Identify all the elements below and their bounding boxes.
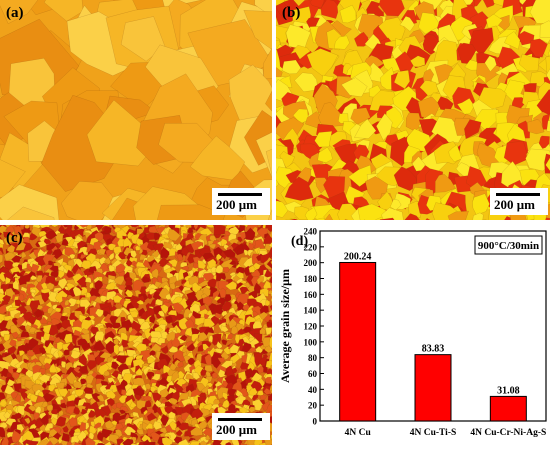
bars: 200.24 4N Cu 83.83 4N Cu-Ti-S 31.08 4N Cu-Cr-… <box>340 251 547 438</box>
y-tick-label: 240 <box>304 227 318 237</box>
y-tick-label: 160 <box>304 290 318 300</box>
y-tick-label: 80 <box>308 353 318 363</box>
y-axis-label: Average grain size/μm <box>278 269 292 383</box>
scale-bar-b: 200 μm <box>490 188 548 215</box>
scale-bar-a: 200 μm <box>212 188 270 215</box>
micrograph-c-image <box>0 225 272 445</box>
y-tick-label: 0 <box>313 417 318 427</box>
y-tick-label: 180 <box>304 274 318 284</box>
micrograph-b-image <box>276 0 550 220</box>
y-tick-label: 20 <box>308 401 318 411</box>
scale-bar-label-b: 200 μm <box>494 197 535 213</box>
micrograph-a-image <box>0 0 272 220</box>
y-tick-label: 60 <box>308 369 318 379</box>
x-category-label: 4N Cu-Ti-S <box>410 428 457 438</box>
bar-value-label: 200.24 <box>344 251 372 262</box>
bar-value-label: 83.83 <box>422 344 445 355</box>
y-tick-label: 40 <box>308 385 318 395</box>
micrograph-a: (a) 200 μm <box>0 0 272 220</box>
y-tick-label: 100 <box>304 337 318 347</box>
x-category-label: 4N Cu-Cr-Ni-Ag-S <box>470 428 546 438</box>
panel-label-a: (a) <box>6 6 24 21</box>
x-category-label: 4N Cu <box>345 428 372 438</box>
chart-annotation: 900°C/30min <box>478 240 539 252</box>
grain-size-chart-svg: (d) 900°C/30min Average grain size/μm 02… <box>275 223 550 445</box>
y-tick-label: 120 <box>304 322 318 332</box>
scale-bar-label-c: 200 μm <box>216 422 257 438</box>
y-tick-label: 140 <box>304 306 318 316</box>
scale-bar-line-a <box>218 193 262 196</box>
scale-bar-line-c <box>218 418 262 421</box>
y-tick-label: 220 <box>304 242 318 252</box>
scale-bar-line-b <box>496 193 540 196</box>
scale-bar-c: 200 μm <box>212 413 270 440</box>
bar <box>340 262 376 421</box>
panel-label-b: (b) <box>282 6 300 21</box>
micrograph-c: (c) 200 μm <box>0 225 272 445</box>
y-tick-label: 200 <box>304 258 318 268</box>
scale-bar-label-a: 200 μm <box>216 197 257 213</box>
bar <box>490 396 526 421</box>
y-axis-ticks: 0 20 40 60 80 100 120 140 160 180 200 220 240 <box>304 227 325 427</box>
bar-value-label: 31.08 <box>497 385 520 396</box>
bar <box>415 355 451 421</box>
panel-label-c: (c) <box>6 231 23 246</box>
micrograph-b: (b) 200 μm <box>276 0 550 220</box>
